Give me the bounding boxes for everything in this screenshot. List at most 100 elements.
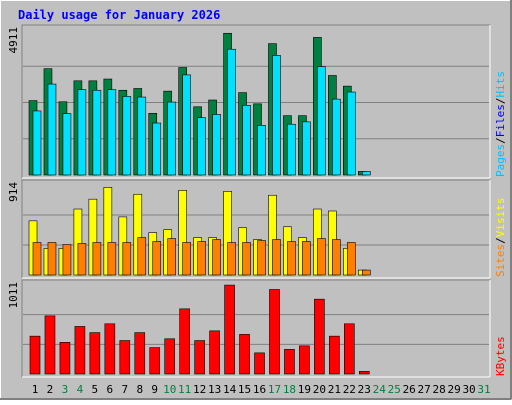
legend-item: Pages xyxy=(494,144,507,177)
bar-sites-day-15 xyxy=(242,242,251,276)
legend-item: Files xyxy=(494,104,507,137)
bar-sites-day-19 xyxy=(302,241,311,276)
x-tick-label-31: 31 xyxy=(477,383,490,396)
bar-kbytes-day-13 xyxy=(209,330,220,375)
bar-sites-day-12 xyxy=(197,241,206,276)
x-tick-label-15: 15 xyxy=(238,383,251,396)
bar-sites-day-14 xyxy=(227,242,236,276)
bar-sites-day-13 xyxy=(212,239,221,276)
bar-sites-day-20 xyxy=(317,238,326,276)
bar-files-day-2 xyxy=(47,83,57,176)
x-tick-label-5: 5 xyxy=(92,383,99,396)
legend-item: Hits xyxy=(494,71,507,98)
bar-sites-day-5 xyxy=(92,242,102,276)
x-tick-label-4: 4 xyxy=(77,383,84,396)
bar-sites-day-9 xyxy=(152,241,162,276)
x-tick-label-25: 25 xyxy=(388,383,401,396)
bar-sites-day-6 xyxy=(107,242,117,276)
bar-kbytes-day-14 xyxy=(224,284,235,375)
x-tick-label-26: 26 xyxy=(403,383,416,396)
bars-hits-files-pages xyxy=(28,32,371,176)
bars-kbytes xyxy=(29,284,370,375)
bar-files-day-20 xyxy=(317,66,326,176)
x-tick-label-10: 10 xyxy=(163,383,176,396)
bar-kbytes-day-15 xyxy=(239,334,250,375)
panel-visits-sites: 914 Sites/Visits xyxy=(7,179,507,279)
x-tick-label-8: 8 xyxy=(136,383,143,396)
bar-kbytes-day-10 xyxy=(164,338,176,375)
bar-kbytes-day-21 xyxy=(329,335,340,375)
x-axis: 1 2 3 4 5 6 7 8 9 10 11 12 13 14 15 16 17 18 19 20 21 22 23 24 2… xyxy=(32,383,491,396)
x-tick-label-2: 2 xyxy=(47,383,54,396)
bar-files-day-13 xyxy=(212,114,221,176)
bar-kbytes-day-18 xyxy=(284,349,295,375)
x-tick-label-14: 14 xyxy=(223,383,237,396)
bar-files-day-8 xyxy=(137,96,147,176)
x-tick-label-7: 7 xyxy=(121,383,128,396)
x-tick-label-27: 27 xyxy=(418,383,431,396)
bar-files-day-1 xyxy=(32,110,42,176)
bar-files-day-18 xyxy=(287,123,296,176)
bar-kbytes-day-23 xyxy=(358,371,370,375)
bar-sites-day-16 xyxy=(257,240,266,276)
x-tick-label-30: 30 xyxy=(462,383,475,396)
bar-files-day-3 xyxy=(62,113,72,176)
x-tick-label-18: 18 xyxy=(283,383,296,396)
bar-kbytes-day-4 xyxy=(74,326,86,375)
bar-kbytes-day-19 xyxy=(299,345,310,375)
bar-sites-day-3 xyxy=(62,244,72,276)
bar-files-day-17 xyxy=(272,55,281,176)
bar-kbytes-day-7 xyxy=(119,340,131,375)
bar-files-day-14 xyxy=(227,48,236,176)
bar-kbytes-day-2 xyxy=(44,315,56,375)
bar-files-day-11 xyxy=(182,74,191,176)
bar-files-day-6 xyxy=(107,89,117,176)
bar-files-day-10 xyxy=(167,101,177,176)
bar-kbytes-day-16 xyxy=(254,352,265,375)
bar-kbytes-day-5 xyxy=(89,332,101,375)
bar-files-day-16 xyxy=(257,125,266,176)
legend-item: / xyxy=(494,98,507,105)
bar-kbytes-day-12 xyxy=(194,340,205,375)
bar-files-day-12 xyxy=(197,117,206,176)
y-max-label: 914 xyxy=(7,182,20,202)
x-tick-label-23: 23 xyxy=(358,383,371,396)
x-tick-label-19: 19 xyxy=(298,383,311,396)
legend-item: KBytes xyxy=(494,336,507,376)
legend-hits-files-pages: Pages/Files/Hits xyxy=(494,71,507,177)
x-tick-label-20: 20 xyxy=(313,383,326,396)
bars-visits-sites xyxy=(28,187,371,276)
legend-item: Sites xyxy=(494,244,507,277)
x-tick-label-12: 12 xyxy=(193,383,206,396)
x-tick-label-22: 22 xyxy=(343,383,356,396)
y-max-label: 1011 xyxy=(7,282,20,309)
x-tick-label-21: 21 xyxy=(328,383,341,396)
bar-sites-day-22 xyxy=(347,242,356,276)
bar-sites-day-23 xyxy=(361,269,371,276)
bar-files-day-15 xyxy=(242,105,251,176)
bar-files-day-5 xyxy=(92,89,102,176)
legend-kbytes: KBytes xyxy=(494,336,507,376)
x-tick-label-29: 29 xyxy=(447,383,460,396)
bar-sites-day-11 xyxy=(182,242,191,276)
bar-files-day-23 xyxy=(361,171,371,176)
bar-kbytes-day-6 xyxy=(104,323,116,375)
legend-item: Visits xyxy=(494,198,507,238)
x-tick-label-28: 28 xyxy=(433,383,446,396)
bar-files-day-4 xyxy=(77,89,87,176)
bar-sites-day-7 xyxy=(122,242,132,276)
bar-sites-day-10 xyxy=(167,238,177,276)
bar-kbytes-day-17 xyxy=(269,289,280,375)
panel-kbytes: 1011 KBytes xyxy=(7,279,507,378)
bar-kbytes-day-22 xyxy=(344,323,355,375)
x-tick-label-11: 11 xyxy=(178,383,191,396)
bar-kbytes-day-20 xyxy=(314,298,325,375)
x-tick-label-13: 13 xyxy=(208,383,221,396)
bar-kbytes-day-3 xyxy=(59,342,71,375)
x-tick-label-17: 17 xyxy=(268,383,281,396)
x-tick-label-9: 9 xyxy=(151,383,158,396)
legend-item: / xyxy=(494,137,507,144)
bar-files-day-22 xyxy=(347,91,356,176)
